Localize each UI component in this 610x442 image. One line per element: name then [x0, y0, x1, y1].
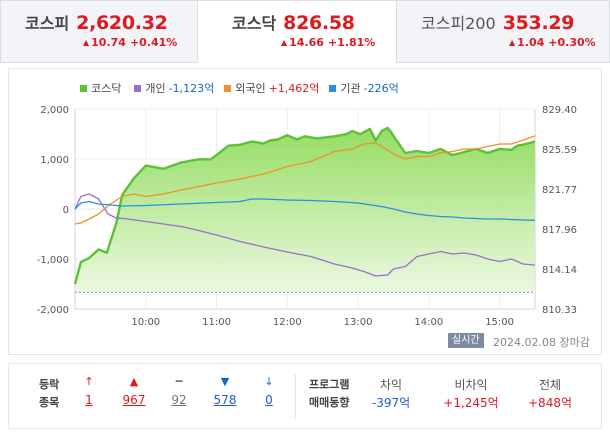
legend-value: -1,123억: [168, 82, 215, 95]
program-title-line1: 프로그램: [309, 378, 350, 391]
legend-swatch: [80, 84, 87, 92]
breadth-title-line1: 등락: [39, 378, 60, 391]
y-left-tick-label: 2,000: [40, 105, 69, 116]
legend-label: 외국인: [235, 82, 266, 95]
x-tick-label: 12:00: [273, 317, 302, 328]
program-title-line2: 매매동향: [309, 396, 350, 409]
market-date: 2024.02.08: [493, 336, 556, 349]
x-tick-label: 14:00: [414, 317, 443, 328]
breadth-title-line2: 종목: [39, 396, 60, 409]
series-line-institution: [74, 198, 536, 221]
lower-limit-icon: ↓: [264, 375, 274, 388]
y-left-tick-label: -2,000: [37, 305, 69, 316]
unchanged-count[interactable]: 92: [171, 393, 187, 407]
y-right-tick-label: 825.59: [542, 145, 577, 156]
index-value: 353.29: [502, 12, 575, 34]
legend-value: -226억: [363, 82, 399, 95]
legend-swatch: [134, 84, 142, 92]
legend-swatch: [329, 84, 337, 92]
tab-kosdaq[interactable]: 코스닥 826.58 ▲ 14.66 +1.81%: [197, 0, 397, 63]
program-nonarbitrage-label: 비차익: [454, 378, 488, 392]
legend-item-institution: 기관 -226억: [329, 80, 399, 96]
program-total-label: 전체: [538, 378, 562, 392]
fall-icon: ▼: [220, 375, 230, 388]
x-tick-label: 10:00: [131, 317, 160, 328]
index-change-pct: +1.81%: [327, 36, 376, 49]
program-total-value: +848억: [528, 396, 572, 410]
tab-kospi200[interactable]: 코스피200 353.29 ▲ 1.04 +0.30%: [396, 0, 610, 63]
tab-kospi[interactable]: 코스피 2,620.32 ▲ 10.74 +0.41%: [0, 0, 198, 63]
up-triangle-icon: ▲: [83, 38, 90, 47]
index-change-pct: +0.30%: [548, 36, 596, 49]
index-change: 14.66: [289, 36, 324, 49]
y-left-tick-label: -1,000: [37, 255, 69, 266]
series-area-kosdaq: [75, 127, 535, 293]
program-arbitrage-label: 차익: [379, 378, 403, 392]
rise-icon: ▲: [129, 375, 139, 388]
chart-legend: 코스닥 개인 -1,123억 외국인 +1,462억 기관 -226억: [80, 80, 409, 96]
x-tick-label: 11:00: [202, 317, 231, 328]
legend-value: +1,462억: [268, 82, 320, 95]
legend-label: 코스닥: [91, 82, 122, 95]
index-value: 826.58: [283, 12, 355, 34]
y-right-tick-label: 814.14: [542, 265, 577, 276]
program-nonarbitrage-value: +1,245억: [443, 396, 499, 410]
legend-item-individual: 개인 -1,123억: [134, 80, 214, 96]
legend-swatch: [224, 84, 232, 92]
x-tick-label: 15:00: [485, 317, 514, 328]
y-left-tick-label: 1,000: [40, 155, 69, 166]
rise-count[interactable]: 967: [122, 393, 146, 407]
unchanged-icon: ━: [175, 375, 183, 388]
y-right-tick-label: 810.33: [542, 305, 577, 316]
realtime-badge: 실시간: [448, 333, 484, 348]
series-line-kosdaq: [73, 126, 536, 285]
program-arbitrage-value: -397억: [371, 396, 411, 410]
index-change: 1.04: [517, 36, 545, 49]
market-status: 2024.02.08 장마감: [493, 334, 590, 350]
intraday-chart[interactable]: 2,000 1,000 0 -1,000 -2,000 829.40 825.59 821.7…: [0, 0, 610, 360]
legend-label: 기관: [340, 82, 361, 95]
x-tick-label: 13:00: [344, 317, 373, 328]
series-line-individual: [74, 193, 536, 277]
y-right-tick-label: 821.77: [542, 185, 577, 196]
lower-limit-count[interactable]: 0: [265, 393, 273, 407]
y-right-tick-label: 817.96: [542, 225, 577, 236]
market-session: 장마감: [559, 336, 590, 349]
y-left-tick-label: 0: [63, 205, 69, 216]
legend-label: 개인: [145, 82, 166, 95]
fall-count[interactable]: 578: [213, 393, 237, 407]
index-name: 코스피200: [421, 14, 496, 33]
upper-limit-count[interactable]: 1: [85, 393, 93, 407]
index-name: 코스피: [25, 14, 70, 33]
market-breadth-panel: 등락 종목 ↑ 1 ▲ 967 ━ 92 ▼ 578 ↓ 0 프로그램 매매동향…: [8, 363, 602, 429]
divider: [295, 374, 296, 420]
y-right-tick-label: 829.40: [542, 105, 577, 116]
legend-item-kosdaq: 코스닥: [80, 80, 124, 96]
upper-limit-icon: ↑: [84, 375, 94, 388]
legend-item-foreign: 외국인 +1,462억: [224, 80, 319, 96]
up-triangle-icon: ▲: [509, 38, 516, 47]
up-triangle-icon: ▲: [281, 38, 288, 47]
index-name: 코스닥: [232, 14, 277, 33]
index-change: 10.74: [91, 36, 126, 49]
index-tabs: 코스피 2,620.32 ▲ 10.74 +0.41% 코스닥 826.58 ▲ 14…: [0, 0, 610, 63]
index-value: 2,620.32: [76, 12, 168, 34]
series-line-foreign: [74, 135, 536, 225]
index-change-pct: +0.41%: [129, 36, 178, 49]
